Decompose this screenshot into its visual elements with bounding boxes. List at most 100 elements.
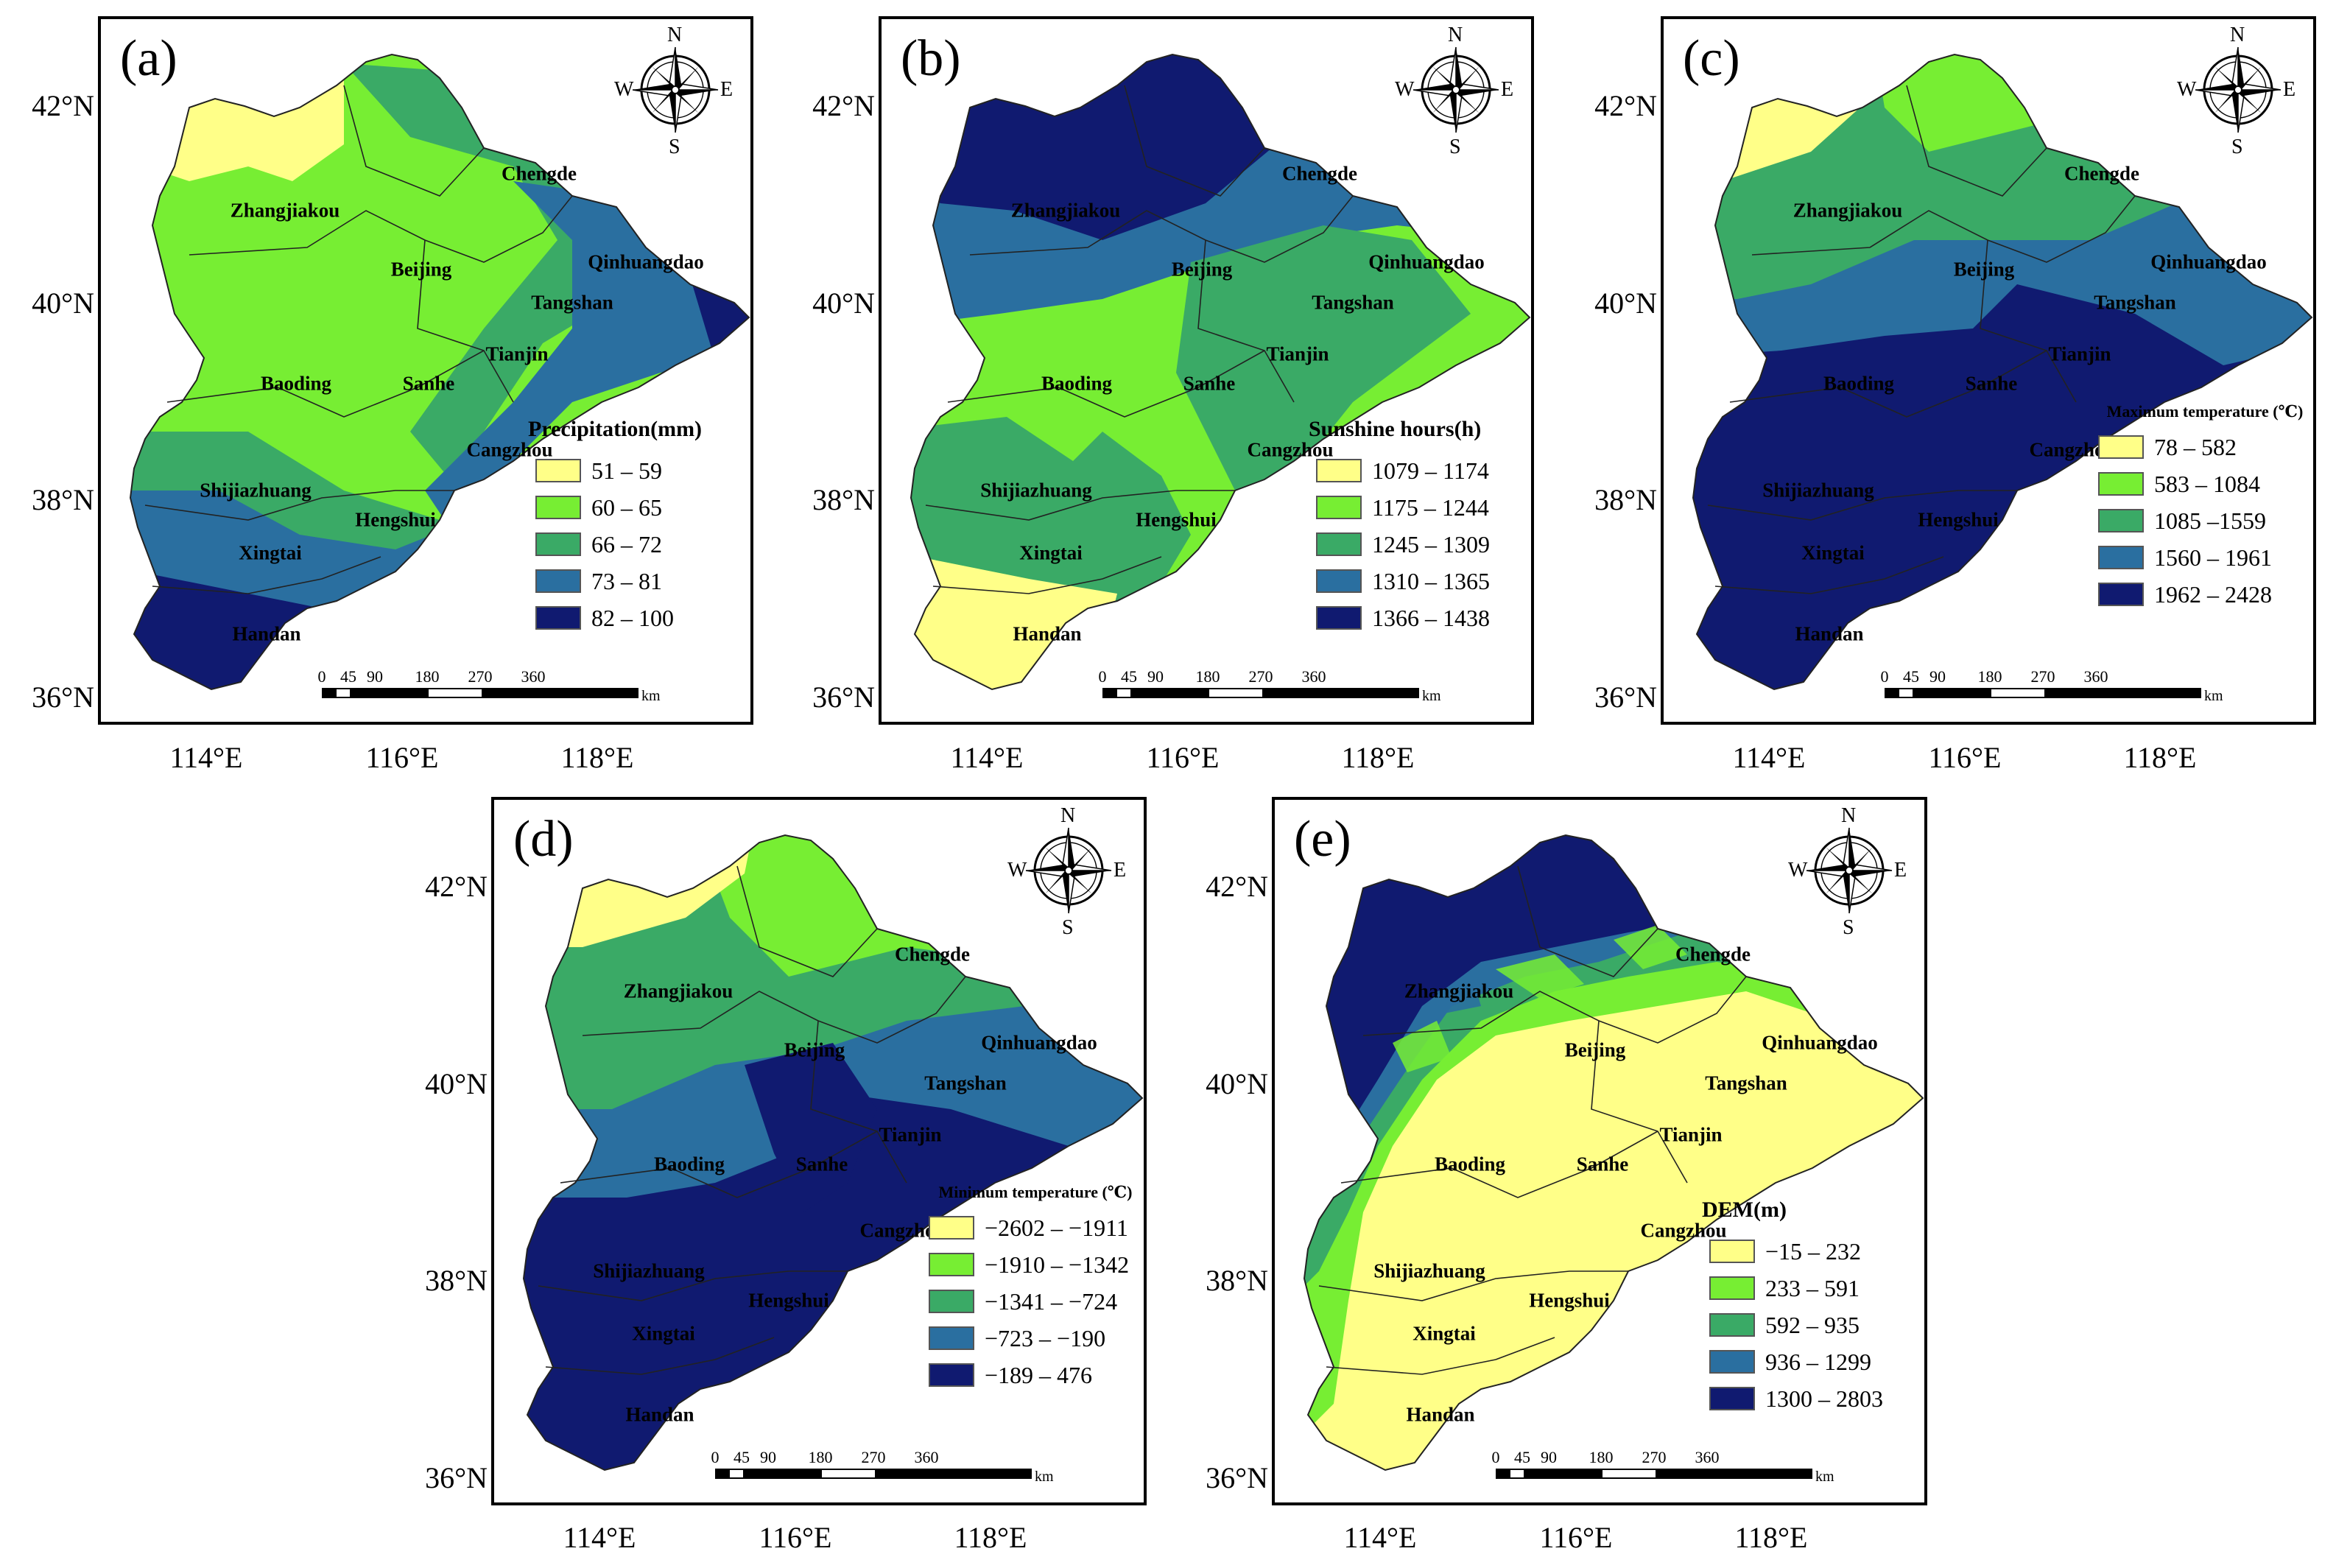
legend-item: 1300 – 2803 <box>1709 1380 1883 1417</box>
city-label: Chengde <box>1675 943 1751 966</box>
city-label: Baoding <box>1041 372 1113 395</box>
legend-swatch <box>1709 1240 1755 1263</box>
city-label: Chengde <box>2064 162 2140 185</box>
legend-label: 1085 –1559 <box>2154 507 2266 534</box>
lon-label-116: 116°E <box>1928 741 2002 774</box>
map-region <box>1692 53 2313 691</box>
map-region <box>910 53 1531 691</box>
city-label: Xingtai <box>239 541 302 564</box>
city-label: Qinhuangdao <box>1368 250 1485 273</box>
city-label: Beijing <box>390 258 452 281</box>
legend: Sunshine hours(h) 1079 – 1174 1175 – 1244 1… <box>1309 417 1490 636</box>
legend-swatch <box>1709 1276 1755 1300</box>
legend-item: 78 – 582 <box>2098 429 2312 465</box>
legend-item: −1910 – −1342 <box>929 1246 1142 1283</box>
compass-east: E <box>1894 859 1907 882</box>
city-label: Beijing <box>1953 258 2015 281</box>
legend-label: 936 – 1299 <box>1765 1348 1871 1375</box>
city-label: Tangshan <box>1312 291 1394 314</box>
lat-label-36: 36°N <box>425 1461 488 1494</box>
scale-tick-label: 45 <box>1121 667 1137 686</box>
legend: Precipitation(mm) 51 – 59 60 – 65 66 – 72 73… <box>528 417 702 636</box>
legend-swatch <box>2098 546 2144 569</box>
legend-swatch <box>1316 459 1362 482</box>
compass-west: W <box>1788 859 1808 882</box>
city-label: Handan <box>1406 1403 1475 1426</box>
city-label: Handan <box>232 622 301 645</box>
map-frame: (d) Chengde Zhangjiakou Beijing Qinhuangdao T… <box>491 797 1147 1505</box>
compass: N W E S <box>614 24 733 164</box>
city-label: Tangshan <box>924 1072 1007 1094</box>
compass-north: N <box>1448 24 1463 46</box>
city-label: Tianjin <box>1266 342 1329 365</box>
city-label: Baoding <box>653 1153 725 1175</box>
city-label: Zhangjiakou <box>230 199 340 222</box>
compass-west: W <box>614 78 634 101</box>
legend-title: DEM(m) <box>1702 1198 1787 1222</box>
city-label: Xingtai <box>1412 1322 1476 1345</box>
legend-label: 1560 – 1961 <box>2154 544 2272 571</box>
city-label: Sanhe <box>402 372 455 395</box>
compass: N W E S <box>1395 24 1513 164</box>
lat-label-42: 42°N <box>425 870 488 903</box>
legend-swatch <box>535 496 581 519</box>
legend-swatch <box>1316 569 1362 593</box>
legend-title: Sunshine hours(h) <box>1309 417 1482 441</box>
legend-swatch <box>2098 583 2144 606</box>
legend-swatch <box>535 459 581 482</box>
legend-swatch <box>929 1253 974 1276</box>
compass-rose-icon <box>1806 827 1893 914</box>
scale-tick-label: 45 <box>733 1448 750 1466</box>
legend-label: −2602 – −1911 <box>985 1214 1128 1241</box>
scale-unit: km <box>1035 1469 1054 1485</box>
scale-tick-label: 180 <box>1589 1448 1614 1466</box>
scale-tick-label: 360 <box>2083 667 2108 686</box>
compass: N W E S <box>2177 24 2295 164</box>
legend-swatch <box>535 532 581 556</box>
lat-label-40: 40°N <box>32 286 94 320</box>
scale-tick-label: 0 <box>1491 1448 1500 1466</box>
legend-item: 60 – 65 <box>535 489 702 526</box>
legend-item: −1341 – −724 <box>929 1283 1142 1320</box>
compass-west: W <box>2177 78 2197 101</box>
scale-tick-label: 45 <box>1514 1448 1530 1466</box>
city-label: Baoding <box>260 372 332 395</box>
legend-label: 1175 – 1244 <box>1372 493 1489 521</box>
city-label: Baoding <box>1823 372 1895 395</box>
scale-tick-label: 90 <box>367 667 383 686</box>
scale-tick-label: 90 <box>760 1448 776 1466</box>
city-label: Qinhuangdao <box>2150 250 2267 273</box>
compass-east: E <box>1114 859 1127 882</box>
legend-item: 1366 – 1438 <box>1316 600 1490 636</box>
legend-swatch <box>929 1363 974 1387</box>
legend-item: 1085 –1559 <box>2098 502 2312 539</box>
city-label: Tianjin <box>1659 1123 1723 1146</box>
city-label: Zhangjiakou <box>1404 980 1514 1002</box>
lon-label-114: 114°E <box>563 1521 636 1554</box>
scale-tick-label: 270 <box>861 1448 886 1466</box>
city-label: Cangzhou <box>1640 1219 1727 1242</box>
compass-rose-icon <box>1025 827 1112 914</box>
legend-label: 73 – 81 <box>591 567 662 594</box>
scale-unit: km <box>2204 688 2223 704</box>
city-label: Baoding <box>1434 1153 1506 1175</box>
scale-unit: km <box>641 688 661 704</box>
legend-label: 1300 – 2803 <box>1765 1385 1883 1412</box>
city-label: Zhangjiakou <box>623 980 733 1002</box>
compass-east: E <box>1501 78 1514 101</box>
scale-unit: km <box>1815 1469 1834 1485</box>
legend-swatch <box>535 606 581 630</box>
city-label: Tianjin <box>485 342 549 365</box>
legend-item: 936 – 1299 <box>1709 1343 1883 1380</box>
city-label: Tangshan <box>2094 291 2176 314</box>
legend-swatch <box>1316 532 1362 556</box>
legend-item: 1175 – 1244 <box>1316 489 1490 526</box>
city-label: Chengde <box>501 162 577 185</box>
city-label: Handan <box>625 1403 694 1426</box>
lat-label-42: 42°N <box>1594 89 1657 122</box>
city-label: Chengde <box>894 943 971 966</box>
panel-label: (a) <box>120 30 177 87</box>
city-label: Shijiazhuang <box>200 479 312 502</box>
scale-tick-label: 180 <box>1977 667 2002 686</box>
legend-label: −15 – 232 <box>1765 1237 1862 1265</box>
